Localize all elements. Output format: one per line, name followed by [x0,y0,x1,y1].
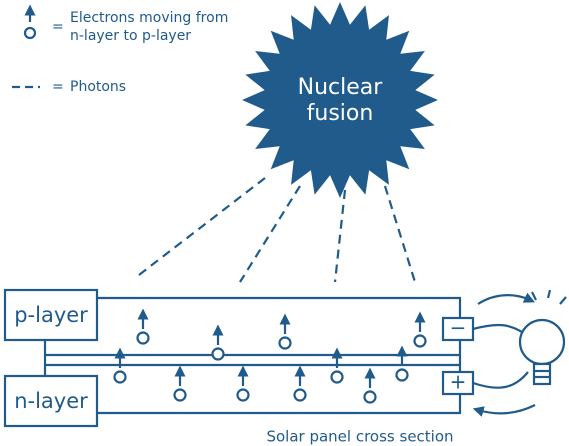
electron [293,388,307,402]
electron [330,370,344,384]
electron [413,334,427,348]
electron [211,347,225,361]
electron [236,388,250,402]
layer-label: n-layer [14,389,88,413]
electron [278,336,292,350]
electron [173,388,187,402]
caption: Solar panel cross section [266,428,453,446]
electron [363,390,377,404]
sun-shape [242,2,438,198]
legend-text: n-layer to p-layer [70,28,191,44]
panel [3,288,475,428]
electron [113,370,127,384]
electron [136,331,150,345]
legend-text: Photons [70,79,126,95]
legend-equals: = [52,79,64,95]
sun-label: Nuclear [298,75,384,100]
electron [395,368,409,382]
legend-electron [23,26,37,40]
circuit [472,289,567,417]
terminal-label: − [450,316,467,340]
legend-text: Electrons moving from [70,10,228,26]
legend: = Electrons moving from n-layer to p-lay… [12,4,228,95]
layer-label: p-layer [14,303,88,327]
sun [242,2,438,198]
photons [134,177,417,283]
terminal-label: + [450,370,467,394]
electrons [113,308,427,404]
legend-equals: = [52,19,64,35]
sun-label: fusion [307,101,374,126]
